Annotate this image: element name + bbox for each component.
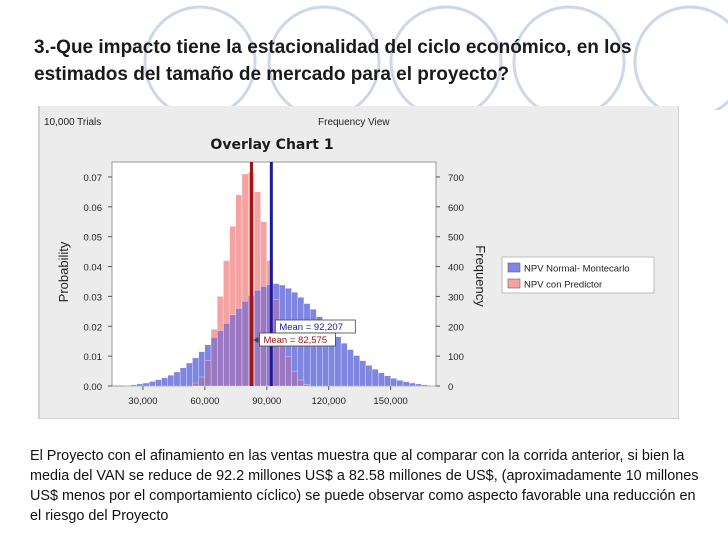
bar-npv-normal — [173, 371, 181, 387]
y2-tick-label: 400 — [448, 263, 464, 274]
y-tick-label: 0.04 — [84, 263, 103, 274]
bar-npv-normal — [378, 372, 385, 387]
bar-npv-normal — [155, 379, 162, 387]
bar-overlap — [198, 376, 206, 387]
bar-npv-normal — [390, 378, 397, 387]
bar-npv-normal — [353, 355, 360, 387]
x-tick-label: 30,000 — [128, 396, 157, 407]
overlay-chart: 10,000 Trials Frequency View Overlay Cha… — [44, 117, 655, 407]
y-tick-label: 0.06 — [84, 203, 103, 214]
y-tick-label: 0.00 — [84, 382, 103, 393]
bar-overlap — [235, 308, 243, 387]
bar-overlap — [229, 314, 236, 387]
slide-title-line-1: 3.-Que impacto tiene la estacionalidad d… — [34, 37, 632, 58]
bar-npv-normal — [186, 362, 193, 387]
bar-npv-normal — [148, 381, 156, 387]
y2-tick-label: 600 — [448, 203, 464, 214]
bar-npv-normal — [179, 367, 187, 387]
mean-label-npv-normal-text: Mean = 92,207 — [279, 322, 343, 333]
bar-overlap — [303, 384, 311, 387]
chart-panel: 10,000 Trials Frequency View Overlay Cha… — [38, 106, 679, 419]
plot-area: 0.00 0.01 0.02 0.03 0.04 0.05 0.06 0.07 0 100 200 3… — [84, 161, 464, 407]
bar-overlap — [297, 379, 305, 387]
bar-npv-normal — [427, 385, 435, 387]
bar-npv-normal — [124, 385, 131, 387]
y-tick-label: 0.07 — [84, 173, 103, 184]
bar-npv-normal — [402, 381, 410, 387]
y-tick-label: 0.01 — [84, 352, 103, 363]
bar-npv-normal — [142, 382, 150, 387]
bar-overlap — [204, 360, 212, 387]
bar-npv-normal — [409, 382, 416, 387]
bar-overlap — [217, 330, 224, 387]
bar-npv-normal — [359, 360, 366, 387]
bar-overlap — [241, 301, 249, 387]
y2-tick-label: 0 — [448, 382, 453, 393]
slide-title-line-2: estimados del tamaño de mercado para el … — [34, 64, 510, 85]
bar-npv-normal — [421, 384, 428, 387]
y-tick-label: 0.03 — [84, 292, 103, 303]
chart-title: Overlay Chart 1 — [210, 137, 333, 153]
y-tick-label: 0.05 — [84, 233, 103, 244]
bar-overlap — [285, 355, 292, 387]
bar-npv-normal — [371, 369, 379, 387]
y2-tick-label: 700 — [448, 173, 464, 184]
y2-tick-label: 100 — [448, 352, 464, 363]
trials-label: 10,000 Trials — [44, 117, 101, 128]
body-text: El Proyecto con el afinamiento en las ve… — [30, 448, 699, 524]
view-label: Frequency View — [318, 117, 390, 128]
bar-overlap — [210, 337, 218, 387]
legend-label: NPV con Predictor — [524, 280, 602, 291]
legend-label: NPV Normal- Montecarlo — [524, 264, 630, 275]
x-tick-label: 90,000 — [252, 396, 281, 407]
y-axis-label-right: Frequency — [473, 245, 488, 307]
y2-tick-label: 300 — [448, 292, 464, 303]
legend: NPV Normal- Montecarlo NPV con Predictor — [501, 256, 655, 294]
bar-overlap — [192, 382, 199, 387]
bar-npv-normal — [340, 343, 348, 387]
mean-label-npv-con-predictor-arrow — [253, 337, 259, 343]
bar-npv-normal — [347, 349, 354, 387]
x-tick-label: 150,000 — [373, 396, 407, 407]
mean-label-npv-con-predictor-box — [259, 332, 336, 347]
bar-npv-normal — [167, 375, 175, 387]
y-tick-label: 0.02 — [84, 322, 103, 333]
bar-overlap — [223, 323, 230, 387]
bar-npv-normal — [161, 377, 168, 387]
slide-title: 3.-Que impacto tiene la estacionalidad d… — [34, 34, 714, 88]
background-circle-decoration — [143, 5, 728, 110]
y2-tick-label: 200 — [448, 322, 464, 333]
legend-swatch — [507, 262, 521, 273]
bar-npv-normal — [384, 375, 391, 387]
bar-npv-normal — [415, 383, 422, 387]
mean-label-npv-con-predictor-text: Mean = 82,575 — [263, 335, 327, 346]
legend-swatch — [507, 278, 521, 289]
x-tick-label: 60,000 — [190, 396, 219, 407]
bar-overlap — [291, 370, 298, 387]
y-axis-label-left: Probability — [56, 241, 71, 302]
bar-npv-normal — [365, 365, 373, 387]
bar-npv-normal — [192, 357, 199, 387]
x-tick-label: 120,000 — [312, 396, 346, 407]
legend-box — [501, 256, 655, 294]
y2-tick-label: 500 — [448, 233, 464, 244]
bar-npv-normal — [136, 383, 144, 387]
bar-npv-normal — [130, 384, 137, 387]
bar-npv-normal — [396, 380, 404, 387]
